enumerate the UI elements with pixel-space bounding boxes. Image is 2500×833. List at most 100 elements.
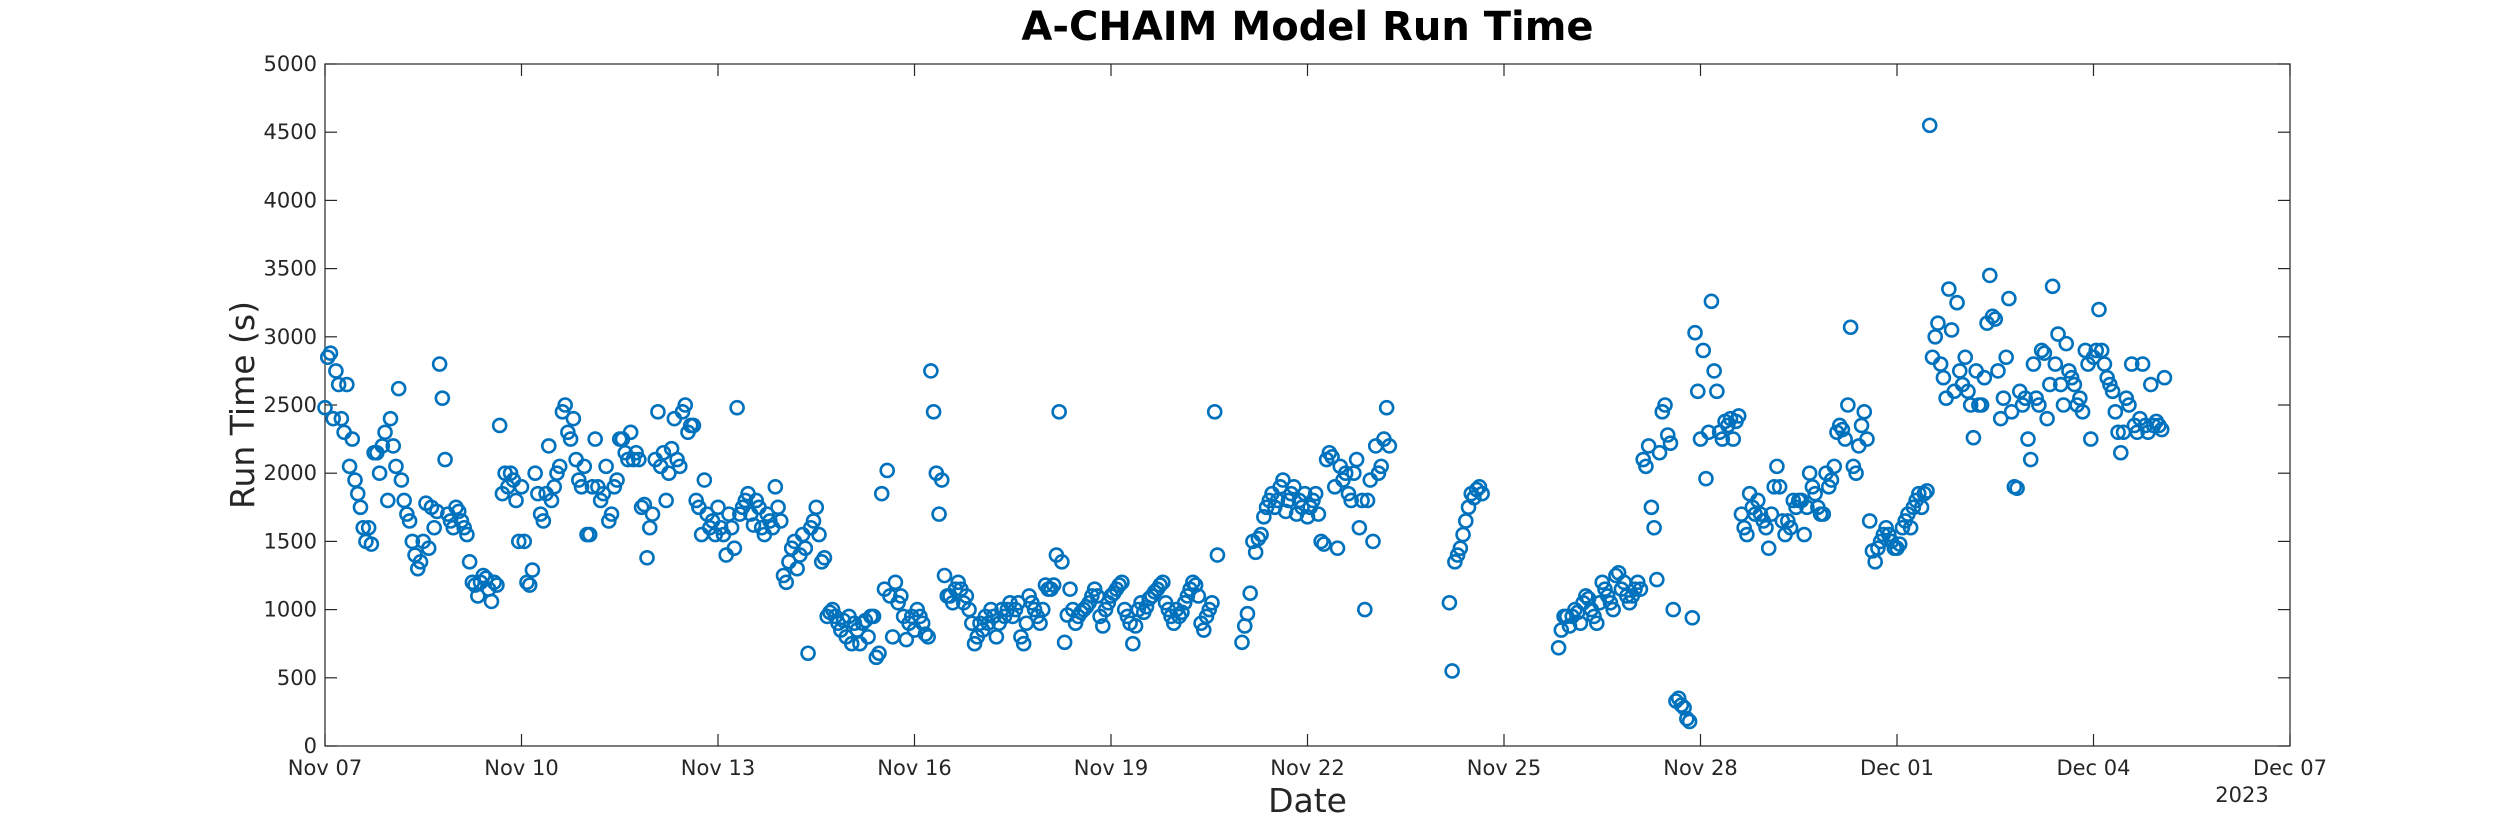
data-point	[1605, 601, 1621, 618]
data-point	[1034, 601, 1051, 618]
data-point	[429, 503, 445, 520]
data-point	[898, 631, 915, 648]
data-point	[2074, 404, 2091, 420]
data-point	[2055, 397, 2072, 413]
data-point	[658, 492, 674, 509]
data-point	[644, 506, 661, 522]
data-point	[1902, 519, 1919, 536]
data-point	[388, 458, 404, 475]
plot-area	[324, 63, 2291, 747]
x-tick-label: Nov 10	[484, 756, 558, 780]
data-point	[655, 444, 672, 461]
data-point	[1662, 435, 1679, 451]
data-point	[576, 458, 593, 475]
y-axis-label: Run Time (s)	[223, 301, 262, 509]
data-point	[426, 519, 442, 536]
data-point	[1689, 383, 1706, 400]
data-point	[431, 356, 448, 372]
data-point	[1204, 594, 1220, 611]
data-point	[339, 376, 355, 393]
data-point	[478, 570, 494, 587]
data-point	[729, 399, 745, 416]
y-tick-label: 3500	[264, 257, 317, 281]
data-point	[420, 540, 437, 557]
x-tick-label: Nov 13	[681, 756, 755, 780]
x-tick-label: Nov 19	[1074, 756, 1148, 780]
data-point	[2050, 326, 2066, 342]
data-point	[584, 479, 601, 495]
data-point	[923, 363, 939, 379]
data-point	[865, 608, 882, 625]
x-tick-label: Dec 07	[2253, 756, 2327, 780]
data-point	[379, 492, 396, 509]
data-point	[1373, 458, 1389, 475]
data-point	[2134, 356, 2151, 372]
data-point	[434, 390, 451, 406]
data-point	[344, 431, 361, 447]
x-tick-label: Nov 22	[1270, 756, 1344, 780]
data-point	[1714, 431, 1731, 447]
data-point	[565, 410, 582, 427]
data-point	[1665, 601, 1682, 618]
data-point	[636, 496, 653, 513]
data-point	[1649, 571, 1665, 588]
data-point	[1550, 639, 1567, 656]
data-point	[325, 410, 341, 427]
data-point	[797, 540, 814, 557]
data-point	[931, 506, 947, 522]
data-point	[639, 549, 655, 566]
data-point	[2082, 431, 2099, 447]
data-point	[2033, 342, 2050, 359]
data-point	[1256, 509, 1272, 525]
data-point	[1990, 363, 2006, 379]
data-point	[1299, 509, 1316, 525]
data-point	[1111, 577, 1127, 593]
data-point	[1965, 429, 1982, 446]
data-point	[516, 533, 533, 550]
data-point	[527, 465, 543, 482]
data-point	[936, 567, 953, 584]
data-point	[767, 479, 784, 495]
data-point	[317, 399, 333, 416]
data-point	[633, 499, 650, 516]
data-point	[1457, 513, 1474, 529]
data-point	[1848, 465, 1864, 482]
y-tick-label: 2000	[264, 461, 317, 485]
data-point	[778, 574, 795, 591]
data-point	[1643, 499, 1660, 516]
data-point	[1796, 526, 1813, 543]
data-point	[631, 451, 647, 468]
data-point	[1638, 458, 1654, 475]
data-point	[519, 574, 535, 591]
data-point	[1992, 410, 2009, 427]
data-point	[377, 424, 393, 441]
data-point	[1891, 536, 1908, 552]
data-point	[641, 519, 658, 536]
data-point	[1651, 444, 1668, 461]
data-point	[1095, 618, 1111, 634]
data-point	[581, 526, 598, 543]
data-point	[914, 615, 931, 632]
data-point	[1346, 465, 1362, 482]
data-point	[1343, 492, 1359, 509]
chart-title: A-CHAIM Model Run Time	[1021, 4, 1593, 50]
data-point	[1921, 117, 1938, 134]
data-point	[1286, 479, 1302, 495]
data-point	[925, 404, 942, 420]
data-point	[483, 593, 500, 610]
data-point	[1799, 499, 1815, 516]
data-point	[1856, 404, 1873, 420]
data-point	[1957, 349, 1974, 366]
data-point	[1357, 601, 1373, 618]
data-point	[745, 517, 762, 533]
data-point	[475, 567, 492, 584]
data-point	[322, 345, 339, 361]
data-point	[587, 431, 603, 447]
data-point	[371, 465, 388, 482]
data-point	[811, 526, 827, 543]
data-point	[1054, 554, 1070, 570]
data-point	[1561, 618, 1578, 634]
data-point	[382, 410, 399, 427]
data-point	[1190, 588, 1207, 604]
